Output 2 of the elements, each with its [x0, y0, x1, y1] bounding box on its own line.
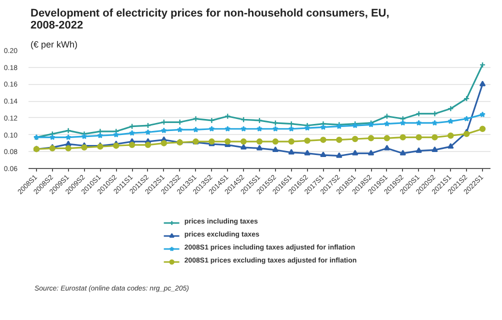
chart-title: Development of electricity prices for non-household consumers, EU, 2008-2022	[30, 8, 390, 32]
chart-subtitle: (€ per kWh)	[30, 40, 78, 50]
